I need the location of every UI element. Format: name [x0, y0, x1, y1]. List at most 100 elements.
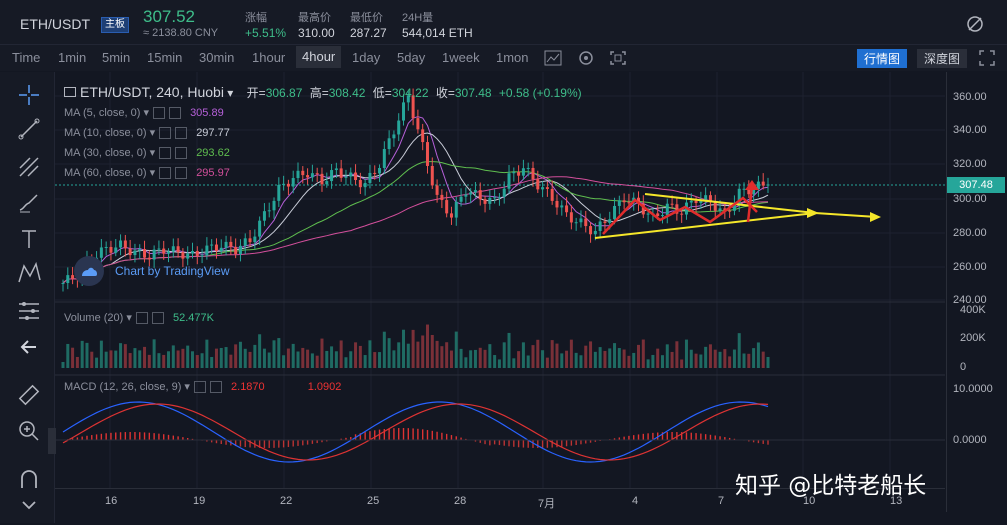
interval-1day[interactable]: 1day	[352, 50, 380, 65]
volume-bar	[647, 359, 650, 368]
interval-1min[interactable]: 1min	[58, 50, 86, 65]
volume-bar	[407, 344, 410, 368]
main-legend: ETH/USDT, 240, Huobi ▾ 开=306.87 高=308.42…	[64, 84, 582, 101]
legend-caret-icon[interactable]: ▾	[227, 86, 233, 100]
pair-name[interactable]: ETH/USDT	[20, 16, 90, 32]
volume-bar	[512, 358, 515, 368]
macd-bar	[245, 440, 246, 447]
candle-body	[671, 204, 674, 205]
volume-bar	[627, 356, 630, 368]
volume-bar	[460, 349, 463, 368]
settings-icon[interactable]	[576, 49, 596, 67]
interval-5day[interactable]: 5day	[397, 50, 425, 65]
ma10-legend[interactable]: MA (10, close, 0) ▾ 297.77	[64, 126, 230, 139]
macd-bar	[499, 440, 500, 445]
interval-1hour[interactable]: 1hour	[252, 50, 285, 65]
candle-body	[680, 214, 683, 215]
macd-bar	[273, 440, 274, 448]
ma30-label[interactable]: MA (30, close, 0)	[64, 147, 147, 159]
ruler-icon[interactable]	[16, 382, 42, 408]
volume-bar	[671, 352, 674, 368]
time-label[interactable]: Time	[12, 50, 40, 65]
symbol-title[interactable]: ETH/USDT, 240, Huobi	[80, 84, 224, 100]
interval-5min[interactable]: 5min	[102, 50, 130, 65]
crosshair-icon[interactable]	[16, 82, 42, 108]
zoom-icon[interactable]	[16, 418, 42, 444]
volume-bar	[100, 341, 103, 368]
magnet-icon[interactable]	[16, 466, 42, 492]
volume-bar	[268, 352, 271, 368]
macd-bar	[393, 428, 394, 440]
expand-icon[interactable]	[978, 49, 996, 67]
trendline-icon[interactable]	[16, 116, 42, 142]
ma60-label[interactable]: MA (60, close, 0)	[64, 167, 147, 179]
volume-series	[62, 325, 770, 368]
macd-bar	[297, 440, 298, 446]
chart-type-icon[interactable]	[543, 49, 563, 67]
candle-body	[623, 200, 626, 202]
volume-label[interactable]: Volume (20)	[64, 312, 123, 324]
volume-legend[interactable]: Volume (20) ▾ 52.477K	[64, 311, 214, 324]
time-tick: 7	[718, 495, 724, 507]
kline-view-button[interactable]: 行情图	[857, 49, 907, 68]
macd-bar	[422, 429, 423, 440]
macd-bar	[542, 440, 543, 448]
volume-bar	[90, 352, 93, 368]
macd-bar	[302, 440, 303, 445]
text-icon[interactable]	[16, 226, 42, 252]
fullscreen-icon[interactable]	[608, 49, 628, 67]
candle-body	[455, 202, 458, 218]
volume-bar	[71, 348, 74, 368]
volume-bar	[277, 338, 280, 368]
interval-1mon[interactable]: 1mon	[496, 50, 529, 65]
macd-bar	[369, 431, 370, 440]
low-label: 低=	[373, 86, 392, 100]
macd-bar	[561, 440, 562, 447]
volume-bar	[666, 344, 669, 368]
pattern-icon[interactable]	[16, 260, 42, 286]
macd-bar	[700, 434, 701, 440]
depth-view-button[interactable]: 深度图	[917, 49, 967, 68]
theme-toggle-icon[interactable]	[965, 14, 985, 34]
chevron-down-icon[interactable]	[16, 494, 42, 520]
volume-bar	[85, 343, 88, 368]
macd-bar	[101, 434, 102, 440]
candle-body	[364, 183, 367, 187]
back-arrow-icon[interactable]	[16, 334, 42, 360]
interval-30min[interactable]: 30min	[199, 50, 234, 65]
volume-bar	[157, 353, 160, 368]
macd-bar	[518, 440, 519, 447]
legend-collapse-icon[interactable]	[64, 87, 76, 97]
interval-4hour[interactable]: 4hour	[296, 46, 341, 68]
macd-bar	[139, 432, 140, 440]
ma10-label[interactable]: MA (10, close, 0)	[64, 127, 147, 139]
interval-1week[interactable]: 1week	[442, 50, 480, 65]
candle-body	[191, 251, 194, 254]
brush-icon[interactable]	[16, 190, 42, 216]
volume-tick: 200K	[960, 332, 999, 344]
macd-label[interactable]: MACD (12, 26, close, 9)	[64, 381, 181, 393]
volume-bar	[105, 352, 108, 368]
candle-body	[297, 171, 300, 178]
interval-15min[interactable]: 15min	[147, 50, 182, 65]
volume-bar	[488, 344, 491, 368]
volume-bar	[594, 352, 597, 368]
ma5-legend[interactable]: MA (5, close, 0) ▾ 305.89	[64, 106, 224, 119]
price-axis[interactable]	[946, 72, 1007, 512]
candle-body	[335, 168, 338, 170]
ma30-legend[interactable]: MA (30, close, 0) ▾ 293.62	[64, 146, 230, 159]
tradingview-watermark: Chart by TradingView	[115, 264, 230, 278]
candle-body	[522, 168, 525, 175]
ma60-legend[interactable]: MA (60, close, 0) ▾ 295.97	[64, 166, 230, 179]
ma5-label[interactable]: MA (5, close, 0)	[64, 107, 140, 119]
candle-body	[157, 249, 160, 250]
ma30-value: 293.62	[196, 147, 230, 159]
projection-arrowhead	[870, 212, 881, 222]
measure-icon[interactable]	[16, 298, 42, 324]
time-tick: 4	[632, 495, 638, 507]
macd-legend[interactable]: MACD (12, 26, close, 9) ▾ 2.1870 1.0902	[64, 380, 341, 393]
pitchfork-icon[interactable]	[16, 154, 42, 180]
macd-value-2: 1.0902	[308, 381, 342, 393]
volume-bar	[532, 345, 535, 368]
volume-bar	[503, 342, 506, 368]
